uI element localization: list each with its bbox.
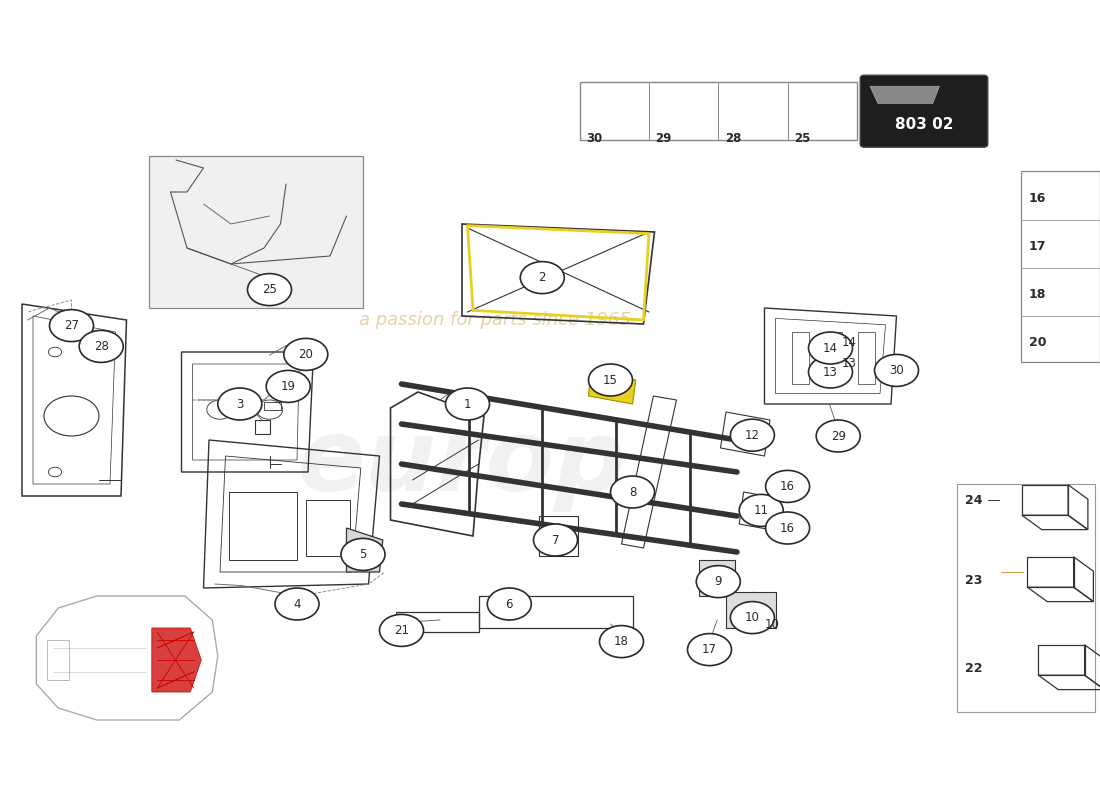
Text: 19: 19 — [280, 380, 296, 393]
Circle shape — [379, 614, 424, 646]
Circle shape — [808, 332, 852, 364]
Text: 25: 25 — [262, 283, 277, 296]
FancyBboxPatch shape — [148, 156, 363, 308]
Text: 28: 28 — [94, 340, 109, 353]
Text: 22: 22 — [965, 662, 982, 674]
Text: 7: 7 — [552, 534, 559, 546]
Text: 3: 3 — [236, 398, 243, 410]
Circle shape — [600, 626, 643, 658]
Text: 23: 23 — [965, 574, 982, 586]
Text: 8: 8 — [629, 486, 636, 498]
Text: 803 02: 803 02 — [894, 117, 954, 132]
Text: 1: 1 — [464, 398, 471, 410]
Polygon shape — [346, 528, 383, 572]
Circle shape — [446, 388, 490, 420]
Circle shape — [808, 356, 852, 388]
Circle shape — [284, 338, 328, 370]
Polygon shape — [726, 592, 775, 628]
Circle shape — [610, 476, 654, 508]
Text: 18: 18 — [614, 635, 629, 648]
Text: 4: 4 — [294, 598, 300, 610]
Text: 5: 5 — [360, 548, 366, 561]
Circle shape — [487, 588, 531, 620]
Text: 17: 17 — [702, 643, 717, 656]
Circle shape — [730, 419, 774, 451]
Circle shape — [341, 538, 385, 570]
Text: 24: 24 — [965, 494, 982, 506]
Text: 14: 14 — [823, 342, 838, 354]
Text: 10: 10 — [745, 611, 760, 624]
Text: 30: 30 — [586, 132, 603, 145]
Text: 12: 12 — [745, 429, 760, 442]
Text: 13: 13 — [823, 366, 838, 378]
Text: 25: 25 — [794, 132, 811, 145]
Text: 30: 30 — [889, 364, 904, 377]
Text: 6: 6 — [506, 598, 513, 610]
Circle shape — [520, 262, 564, 294]
Polygon shape — [698, 560, 735, 596]
Text: 13: 13 — [842, 358, 857, 370]
Polygon shape — [870, 86, 939, 103]
Text: 21: 21 — [394, 624, 409, 637]
Text: 2: 2 — [539, 271, 546, 284]
Circle shape — [816, 420, 860, 452]
Circle shape — [696, 566, 740, 598]
Circle shape — [874, 354, 918, 386]
Text: 16: 16 — [780, 480, 795, 493]
Circle shape — [766, 470, 810, 502]
Circle shape — [730, 602, 774, 634]
Text: 20: 20 — [1028, 336, 1046, 349]
Circle shape — [688, 634, 732, 666]
Circle shape — [739, 494, 783, 526]
Text: a passion for parts since 1965: a passion for parts since 1965 — [359, 311, 631, 329]
Text: 20: 20 — [298, 348, 314, 361]
FancyBboxPatch shape — [860, 75, 988, 147]
Text: 16: 16 — [780, 522, 795, 534]
Circle shape — [266, 370, 310, 402]
Text: 29: 29 — [656, 132, 672, 145]
Text: 10: 10 — [764, 618, 780, 630]
Text: 28: 28 — [725, 132, 741, 145]
Text: 27: 27 — [64, 319, 79, 332]
Circle shape — [248, 274, 292, 306]
Polygon shape — [152, 628, 201, 692]
Polygon shape — [588, 372, 636, 404]
Text: 15: 15 — [603, 374, 618, 386]
Circle shape — [50, 310, 94, 342]
Circle shape — [79, 330, 123, 362]
Circle shape — [218, 388, 262, 420]
Circle shape — [766, 512, 810, 544]
Circle shape — [588, 364, 632, 396]
Text: europ: europ — [298, 415, 626, 513]
Text: 9: 9 — [715, 575, 722, 588]
Circle shape — [275, 588, 319, 620]
Text: 17: 17 — [1028, 240, 1046, 253]
Text: 14: 14 — [842, 336, 857, 349]
Text: 11: 11 — [754, 504, 769, 517]
Text: 16: 16 — [1028, 192, 1046, 205]
Text: 18: 18 — [1028, 288, 1046, 301]
Circle shape — [534, 524, 578, 556]
Text: 29: 29 — [830, 430, 846, 442]
